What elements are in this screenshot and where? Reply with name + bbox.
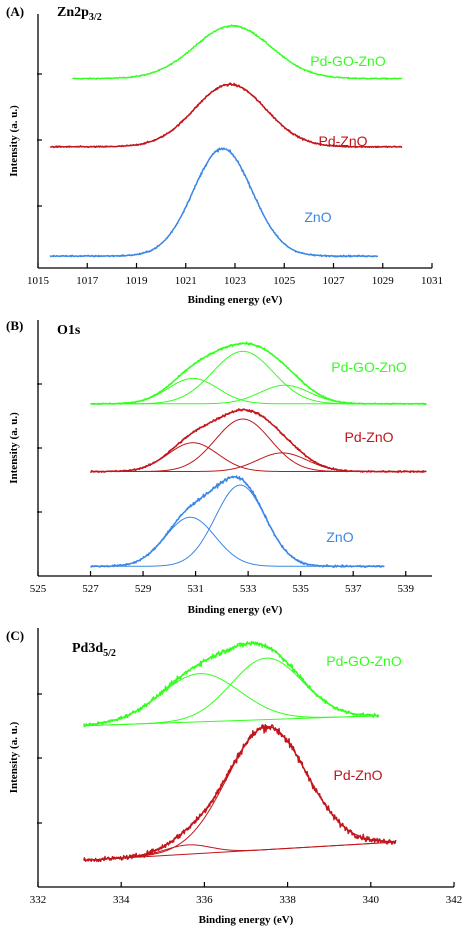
x-tick-label: 535 (292, 583, 309, 595)
x-tick-label: 529 (135, 583, 152, 595)
panel-1: 525 527 529 531 533 535 537 539 Binding energy (… (6, 318, 432, 616)
x-tick-label: 336 (196, 894, 213, 906)
x-tick-label: 539 (397, 583, 414, 595)
x-tick-label: 537 (345, 583, 362, 595)
core-level-title: Zn2p3/2 (57, 5, 102, 23)
fit-component (90, 442, 427, 473)
series-zno: ZnO (90, 475, 385, 569)
x-axis-title: Binding energy (eV) (188, 294, 283, 306)
envelope-fit (83, 726, 396, 861)
series-label: ZnO (326, 529, 353, 545)
y-axis-title: Intensity (a. u.) (8, 105, 20, 177)
envelope-fit (90, 409, 427, 473)
y-axis-title: Intensity (a. u.) (8, 721, 20, 793)
panel-label: (A) (6, 4, 24, 19)
x-tick-label: 531 (187, 583, 204, 595)
series-pd-go-zno: Pd-GO-ZnO (72, 24, 403, 80)
series-pd-zno: Pd-ZnO (90, 408, 427, 474)
series-label: Pd-ZnO (344, 429, 393, 445)
series-label: ZnO (304, 209, 331, 225)
x-tick-label: 334 (113, 894, 130, 906)
series-label: Pd-GO-ZnO (326, 653, 402, 669)
envelope-fit (50, 148, 378, 257)
series-label: Pd-ZnO (318, 133, 367, 149)
series-label: Pd-GO-ZnO (310, 53, 386, 69)
spectrum-line (90, 475, 385, 569)
envelope-fit (90, 342, 427, 405)
x-tick-label: 527 (82, 583, 99, 595)
series-pd-go-zno: Pd-GO-ZnO (83, 640, 402, 728)
series-label: Pd-GO-ZnO (331, 359, 407, 375)
x-tick-label: 340 (363, 894, 380, 906)
series-zno: ZnO (49, 147, 378, 258)
fit-component (90, 484, 385, 567)
x-tick-label: 1031 (421, 275, 443, 287)
x-tick-label: 1019 (126, 275, 149, 287)
panel-label: (C) (6, 628, 24, 643)
x-tick-label: 1015 (27, 275, 50, 287)
panel-0: 1015 1017 1019 1021 1023 1025 1027 1029 1031 Bind… (6, 4, 443, 306)
spectrum-line (49, 147, 378, 258)
series-pd-zno: Pd-ZnO (83, 723, 397, 863)
series-pd-go-zno: Pd-GO-ZnO (90, 341, 427, 406)
y-axis-title: Intensity (a. u.) (8, 412, 20, 484)
series-label: Pd-ZnO (333, 767, 382, 783)
core-level-title: Pd3d5/2 (72, 641, 116, 659)
x-tick-label: 1029 (372, 275, 395, 287)
x-tick-label: 338 (279, 894, 296, 906)
x-tick-label: 1025 (273, 275, 296, 287)
fit-component (90, 418, 427, 473)
x-tick-label: 342 (446, 894, 463, 906)
x-axis-title: Binding energy (eV) (188, 604, 283, 616)
panel-label: (B) (6, 318, 23, 333)
x-tick-label: 1017 (76, 275, 99, 287)
envelope-fit (90, 476, 385, 567)
x-tick-label: 1021 (175, 275, 197, 287)
fit-component (83, 726, 396, 861)
x-tick-label: 525 (30, 583, 47, 595)
envelope-fit (83, 642, 379, 726)
series-pd-zno: Pd-ZnO (50, 82, 403, 149)
core-level-title: O1s (57, 323, 81, 338)
envelope-fit (50, 83, 402, 148)
x-tick-label: 1027 (323, 275, 346, 287)
spectrum-line (72, 24, 403, 80)
panel-2: 332 334 336 338 340 342 Binding energy (eV) Int… (6, 628, 462, 926)
x-tick-label: 1023 (224, 275, 247, 287)
x-tick-label: 332 (30, 894, 47, 906)
x-axis-title: Binding energy (eV) (199, 914, 294, 926)
x-tick-label: 533 (240, 583, 257, 595)
spectrum-line (83, 723, 397, 863)
